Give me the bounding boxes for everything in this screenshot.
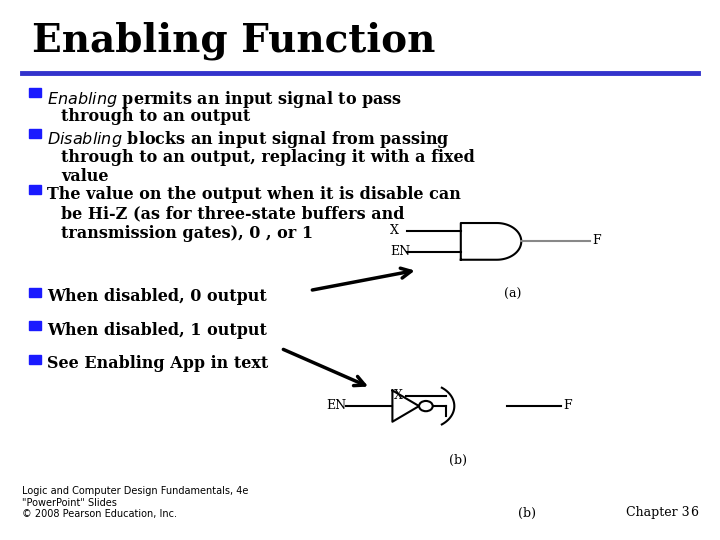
Text: When disabled, 0 output: When disabled, 0 output — [47, 288, 266, 305]
Bar — [29, 288, 41, 297]
Text: through to an output, replacing it with a fixed: through to an output, replacing it with … — [61, 148, 475, 165]
Text: Enabling Function: Enabling Function — [32, 22, 436, 60]
Text: $\it{Enabling}$ permits an input signal to pass: $\it{Enabling}$ permits an input signal … — [47, 89, 402, 110]
Text: value: value — [61, 168, 109, 185]
Text: Chapter 3: Chapter 3 — [626, 507, 690, 519]
Text: X: X — [394, 389, 402, 402]
Bar — [29, 355, 41, 364]
Text: EN: EN — [390, 245, 410, 258]
Bar — [29, 321, 41, 330]
Text: F: F — [563, 399, 572, 412]
Text: Logic and Computer Design Fundamentals, 4e
"PowerPoint" Slides
© 2008 Pearson Ed: Logic and Computer Design Fundamentals, … — [22, 487, 248, 519]
Text: EN: EN — [326, 399, 346, 411]
Text: See Enabling App in text: See Enabling App in text — [47, 355, 268, 372]
Text: (a): (a) — [504, 288, 521, 301]
Text: X: X — [390, 224, 399, 237]
Text: (b): (b) — [518, 507, 536, 519]
Text: 6: 6 — [690, 507, 698, 519]
Text: When disabled, 1 output: When disabled, 1 output — [47, 322, 266, 339]
Text: transmission gates), 0 , or 1: transmission gates), 0 , or 1 — [61, 225, 313, 241]
Bar — [29, 88, 41, 97]
Text: The value on the output when it is disable can: The value on the output when it is disab… — [47, 186, 461, 202]
Text: (b): (b) — [449, 454, 467, 467]
Bar — [29, 129, 41, 138]
Text: through to an output: through to an output — [61, 108, 251, 125]
Bar — [29, 185, 41, 194]
Text: F: F — [592, 234, 600, 247]
Text: be Hi-Z (as for three-state buffers and: be Hi-Z (as for three-state buffers and — [61, 205, 405, 222]
Text: $\it{Disabling}$ blocks an input signal from passing: $\it{Disabling}$ blocks an input signal … — [47, 129, 449, 150]
